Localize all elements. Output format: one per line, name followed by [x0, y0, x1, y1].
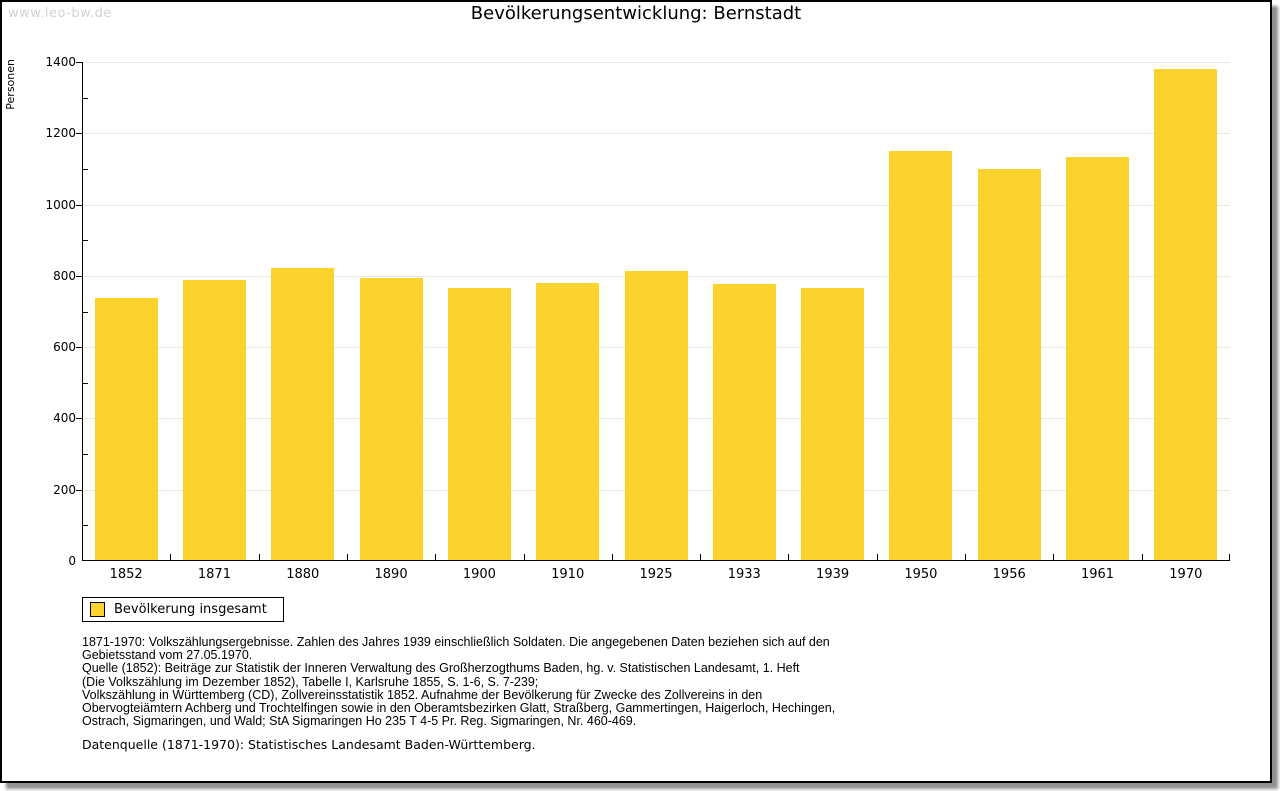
footnote-line: Ostrach, Sigmaringen, und Wald; StA Sigm… — [82, 714, 637, 729]
watermark: www.leo-bw.de — [8, 6, 112, 21]
x-tick-label: 1871 — [197, 567, 231, 582]
y-major-tick — [76, 418, 82, 420]
legend-label: Bevölkerung insgesamt — [114, 602, 267, 617]
x-tick-label: 1900 — [462, 567, 496, 582]
y-major-tick — [76, 489, 82, 491]
y-minor-tick — [83, 454, 88, 456]
bar-1950 — [889, 151, 953, 560]
x-boundary-tick — [1141, 554, 1143, 560]
x-boundary-tick — [435, 554, 437, 560]
y-tick-label: 0 — [68, 554, 76, 568]
y-axis-line — [82, 62, 83, 561]
bar-1933 — [712, 284, 776, 560]
x-tick-label: 1925 — [639, 567, 673, 582]
y-tick-label: 400 — [53, 411, 76, 426]
y-axis-title: Personen — [4, 59, 17, 110]
y-gridline — [83, 62, 1230, 63]
y-major-tick — [76, 347, 82, 349]
y-minor-tick — [83, 168, 88, 170]
chart-title: Bevölkerungsentwicklung: Bernstadt — [470, 3, 802, 24]
footnote-line: (Die Volkszählung im Dezember 1852), Tab… — [82, 674, 539, 689]
x-boundary-tick — [1229, 554, 1230, 560]
footnote-line: Quelle (1852): Beiträge zur Statistik de… — [82, 661, 800, 676]
bar-1925 — [624, 271, 688, 560]
x-tick-label: 1933 — [727, 567, 761, 582]
footnote-line: 1871-1970: Volkszählungsergebnisse. Zahl… — [82, 635, 830, 649]
y-minor-tick — [83, 311, 88, 313]
footnote-line: Obervogteiämtern Achberg und Trochtelfin… — [82, 701, 836, 716]
y-gridline — [83, 204, 1230, 206]
x-axis-line — [82, 560, 1230, 561]
y-gridline — [83, 133, 1230, 135]
bar-1961 — [1066, 156, 1130, 560]
y-major-tick — [76, 62, 82, 63]
y-tick-label: 1200 — [45, 126, 76, 141]
y-minor-tick — [83, 525, 88, 527]
x-boundary-tick — [611, 554, 613, 560]
bar-1939 — [801, 288, 865, 560]
x-tick-label: 1970 — [1169, 567, 1203, 582]
x-boundary-tick — [876, 554, 878, 560]
x-boundary-tick — [170, 554, 172, 560]
y-tick-label: 800 — [53, 268, 76, 283]
bar-1900 — [447, 287, 511, 560]
x-tick-label: 1950 — [904, 567, 938, 582]
bar-1890 — [359, 278, 423, 560]
x-tick-label: 1961 — [1080, 567, 1115, 582]
y-tick-label: 1000 — [45, 197, 76, 212]
footnote-line: Gebietsstand vom 27.05.1970. — [82, 648, 253, 663]
y-major-tick — [76, 204, 82, 206]
data-source-line: Datenquelle (1871-1970): Statistisches L… — [82, 737, 536, 752]
footnotes: 1871-1970: Volkszählungsergebnisse. Zahl… — [82, 635, 836, 729]
bar-1880 — [271, 268, 335, 560]
x-boundary-tick — [346, 554, 348, 560]
legend: Bevölkerung insgesamt — [82, 597, 284, 622]
y-minor-tick — [83, 97, 88, 99]
plot-area: 0 200 400 600 800 1000 1200 1400 1852 1871 1880 189… — [45, 55, 1230, 582]
bar-1852 — [94, 297, 158, 560]
x-boundary-tick — [523, 554, 525, 560]
y-tick-label: 1400 — [45, 55, 76, 69]
x-boundary-tick — [700, 554, 702, 560]
x-tick-label: 1956 — [992, 567, 1026, 582]
x-tick-label: 1910 — [551, 567, 585, 582]
bar-1956 — [977, 169, 1041, 560]
y-tick-label: 200 — [53, 482, 76, 497]
x-tick-label: 1939 — [816, 567, 850, 582]
x-boundary-tick — [1053, 554, 1055, 560]
x-boundary-tick — [965, 554, 967, 560]
bar-1970 — [1154, 69, 1218, 560]
y-minor-tick — [83, 382, 88, 384]
x-boundary-tick — [258, 554, 260, 560]
bar-1871 — [182, 279, 246, 560]
legend-swatch — [90, 602, 105, 617]
x-boundary-tick — [788, 554, 790, 560]
y-major-tick — [76, 275, 82, 277]
y-minor-tick — [83, 240, 88, 242]
x-tick-label: 1880 — [286, 567, 320, 582]
y-major-tick — [76, 133, 82, 135]
footnote-line: Volkszählung in Württemberg (CD), Zollve… — [82, 687, 763, 702]
x-tick-label: 1852 — [109, 567, 143, 582]
bar-1910 — [536, 283, 600, 560]
y-tick-label: 600 — [53, 340, 76, 355]
x-tick-label: 1890 — [374, 567, 408, 582]
